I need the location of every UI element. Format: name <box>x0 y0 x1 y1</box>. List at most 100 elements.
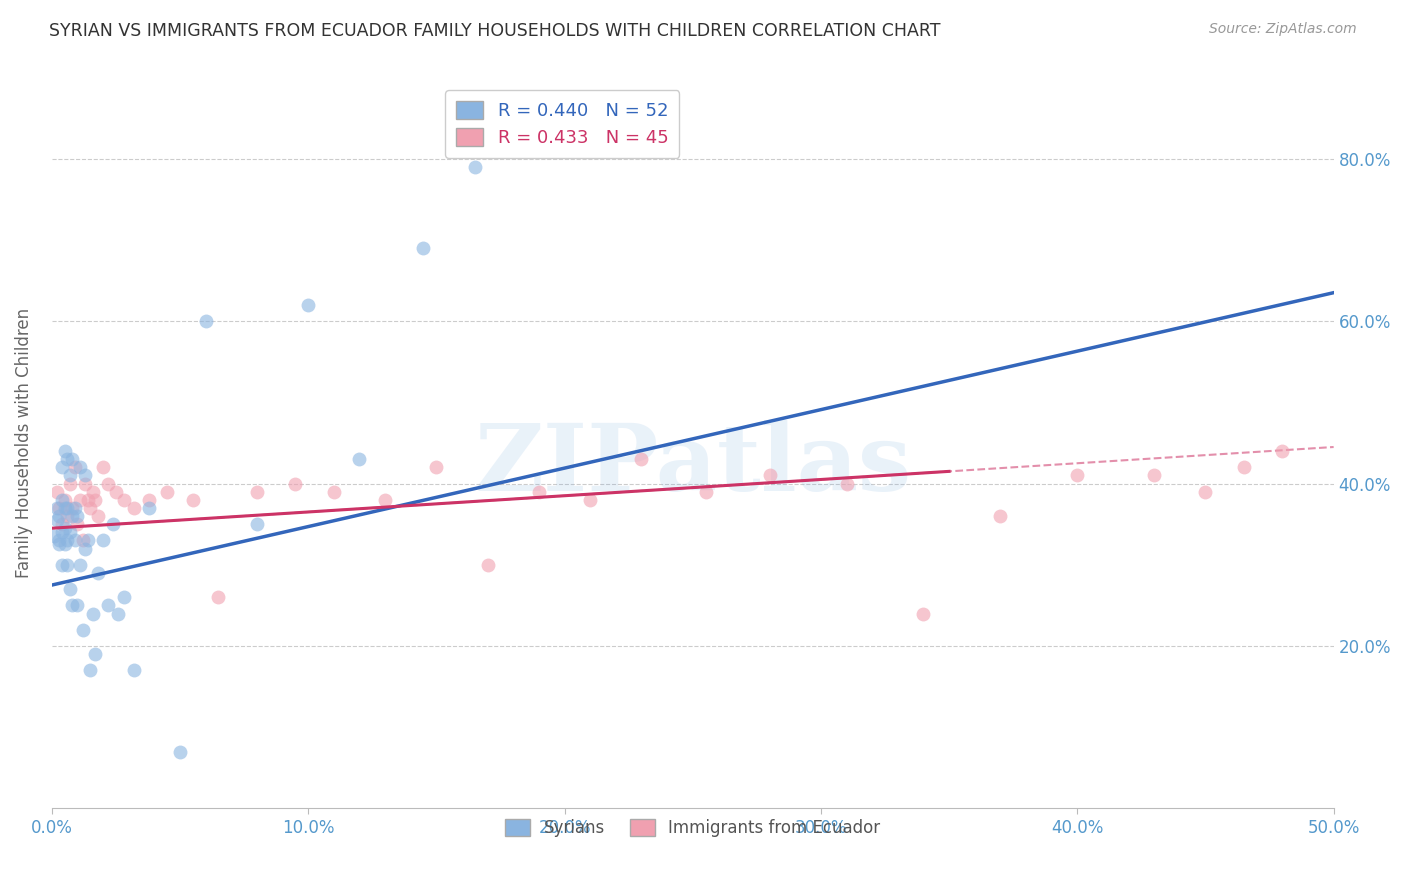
Point <box>48 509 70 524</box>
Point <box>122 664 145 678</box>
Point <box>97 476 120 491</box>
Point <box>322 484 344 499</box>
Point <box>194 314 217 328</box>
Point <box>835 476 858 491</box>
Point <box>60 509 83 524</box>
Point <box>51 558 73 572</box>
Text: SYRIAN VS IMMIGRANTS FROM ECUADOR FAMILY HOUSEHOLDS WITH CHILDREN CORRELATION CH: SYRIAN VS IMMIGRANTS FROM ECUADOR FAMILY… <box>49 22 941 40</box>
Point <box>1233 460 1256 475</box>
Point <box>425 460 447 475</box>
Point <box>112 591 135 605</box>
Point <box>84 647 107 661</box>
Point <box>72 623 94 637</box>
Point <box>53 500 76 515</box>
Point <box>53 521 76 535</box>
Point <box>56 500 79 515</box>
Y-axis label: Family Households with Children: Family Households with Children <box>15 308 32 578</box>
Point <box>44 529 66 543</box>
Point <box>79 664 101 678</box>
Point <box>695 484 717 499</box>
Point <box>59 468 82 483</box>
Point <box>87 509 110 524</box>
Point <box>51 517 73 532</box>
Point <box>284 476 307 491</box>
Point <box>246 517 269 532</box>
Point <box>56 533 79 548</box>
Point <box>51 525 73 540</box>
Point <box>412 241 434 255</box>
Point <box>297 298 319 312</box>
Point <box>122 500 145 515</box>
Point <box>91 533 114 548</box>
Point <box>56 452 79 467</box>
Point <box>60 452 83 467</box>
Point <box>82 484 104 499</box>
Point <box>69 558 91 572</box>
Point <box>87 566 110 580</box>
Point <box>527 484 550 499</box>
Point <box>60 500 83 515</box>
Point <box>112 492 135 507</box>
Point <box>75 468 97 483</box>
Point <box>464 160 486 174</box>
Point <box>66 509 89 524</box>
Point <box>56 558 79 572</box>
Point <box>169 745 191 759</box>
Text: ZIPatlas: ZIPatlas <box>474 420 911 510</box>
Point <box>76 533 98 548</box>
Point <box>107 607 129 621</box>
Point <box>82 607 104 621</box>
Point <box>988 509 1011 524</box>
Point <box>51 492 73 507</box>
Point <box>60 599 83 613</box>
Point <box>45 500 67 515</box>
Point <box>579 492 602 507</box>
Text: Source: ZipAtlas.com: Source: ZipAtlas.com <box>1209 22 1357 37</box>
Point <box>66 599 89 613</box>
Point <box>76 492 98 507</box>
Point <box>51 460 73 475</box>
Point <box>59 525 82 540</box>
Point <box>53 492 76 507</box>
Point <box>181 492 204 507</box>
Point <box>56 509 79 524</box>
Point <box>477 558 499 572</box>
Point <box>53 444 76 458</box>
Point <box>79 500 101 515</box>
Point <box>63 533 86 548</box>
Point <box>59 582 82 596</box>
Point <box>758 468 780 483</box>
Point <box>104 484 127 499</box>
Point <box>45 484 67 499</box>
Point <box>912 607 935 621</box>
Point <box>207 591 229 605</box>
Point <box>69 460 91 475</box>
Point <box>72 533 94 548</box>
Point <box>138 500 160 515</box>
Point <box>48 537 70 551</box>
Point <box>374 492 396 507</box>
Legend: Syrians, Immigrants from Ecuador: Syrians, Immigrants from Ecuador <box>499 813 887 844</box>
Point <box>1143 468 1166 483</box>
Point <box>63 460 86 475</box>
Point <box>66 517 89 532</box>
Point <box>246 484 269 499</box>
Point <box>48 500 70 515</box>
Point <box>91 460 114 475</box>
Point <box>53 537 76 551</box>
Point <box>349 452 371 467</box>
Point <box>84 492 107 507</box>
Point <box>97 599 120 613</box>
Point <box>75 541 97 556</box>
Point <box>103 517 125 532</box>
Point <box>138 492 160 507</box>
Point <box>69 492 91 507</box>
Point <box>63 500 86 515</box>
Point <box>1066 468 1088 483</box>
Point <box>156 484 179 499</box>
Point <box>1194 484 1216 499</box>
Point <box>1271 444 1294 458</box>
Point <box>59 476 82 491</box>
Point <box>48 533 70 548</box>
Point <box>45 513 67 527</box>
